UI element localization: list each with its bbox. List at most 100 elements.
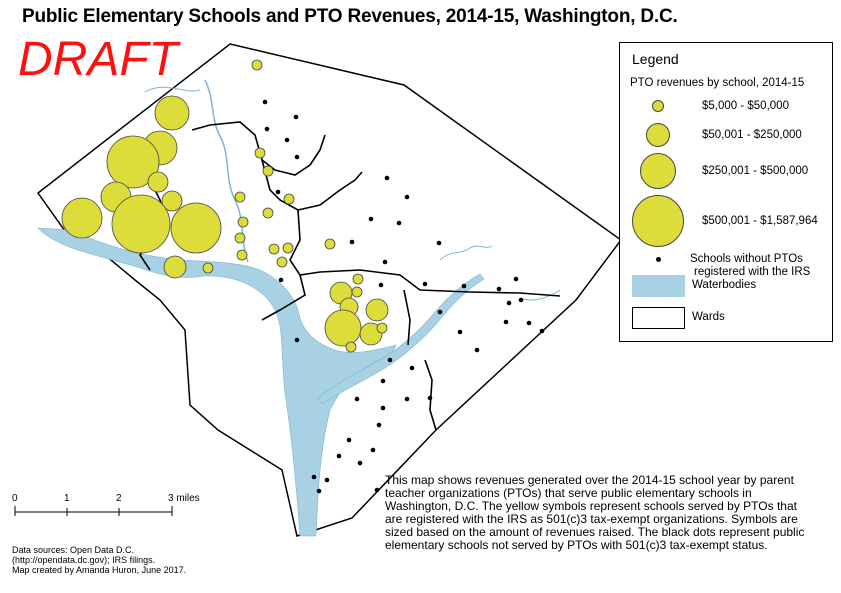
no-pto-school <box>496 286 502 292</box>
pto-school <box>163 255 187 279</box>
no-pto-school <box>404 194 410 200</box>
pto-school <box>359 322 383 346</box>
pto-school <box>251 59 263 71</box>
scale-label-2: 2 <box>116 493 122 504</box>
pto-school <box>161 190 183 212</box>
legend-water-label: Waterbodies <box>692 279 757 291</box>
no-pto-school <box>346 437 352 443</box>
no-pto-school <box>404 396 410 402</box>
pto-school <box>283 193 295 205</box>
pto-school <box>268 243 280 255</box>
pto-school <box>170 202 222 254</box>
legend-title: Legend <box>632 51 679 67</box>
scale-label-1: 1 <box>64 493 70 504</box>
no-pto-school <box>368 216 374 222</box>
pto-school <box>276 256 288 268</box>
pto-school <box>351 286 363 298</box>
legend-symbol-medium <box>646 123 670 147</box>
no-pto-school <box>357 460 363 466</box>
legend-no-pto-label-2: registered with the IRS <box>694 266 811 278</box>
no-pto-school <box>380 405 386 411</box>
draft-stamp: DRAFT <box>18 33 178 86</box>
no-pto-school <box>513 276 519 282</box>
no-pto-school <box>503 319 509 325</box>
legend-no-pto-dot <box>656 257 661 262</box>
legend: Legend PTO revenues by school, 2014-15 $… <box>619 42 833 342</box>
data-sources: Data sources: Open Data D.C. (http://ope… <box>12 545 186 575</box>
pto-school <box>262 165 274 177</box>
pto-school <box>376 322 388 334</box>
no-pto-school <box>324 477 330 483</box>
no-pto-school <box>293 114 299 120</box>
no-pto-school <box>275 189 281 195</box>
no-pto-school <box>378 282 384 288</box>
no-pto-school <box>336 453 342 459</box>
pto-school <box>202 262 214 274</box>
no-pto-school <box>284 137 290 143</box>
no-pto-school <box>396 220 402 226</box>
pto-school <box>147 171 169 193</box>
no-pto-school <box>262 99 268 105</box>
no-pto-school <box>370 447 376 453</box>
no-pto-school <box>278 277 284 283</box>
legend-class-3: $250,001 - $500,000 <box>702 165 809 177</box>
no-pto-school <box>437 309 443 315</box>
no-pto-school <box>526 320 532 326</box>
no-pto-school <box>376 422 382 428</box>
pto-symbols <box>61 59 389 353</box>
sources-line-1: Data sources: Open Data D.C. <box>12 545 135 555</box>
pto-school <box>237 216 249 228</box>
legend-symbol-large <box>640 153 676 189</box>
no-pto-school <box>387 357 393 363</box>
rock-creek <box>204 79 249 263</box>
no-pto-dots <box>262 99 545 494</box>
no-pto-school <box>380 378 386 384</box>
no-pto-school <box>422 281 428 287</box>
pto-school <box>365 298 389 322</box>
no-pto-school <box>311 474 317 480</box>
no-pto-school <box>374 487 380 493</box>
no-pto-school <box>382 259 388 265</box>
stream <box>144 86 201 93</box>
no-pto-school <box>518 297 524 303</box>
pto-school <box>234 232 246 244</box>
map-description: This map shows revenues generated over t… <box>385 473 805 552</box>
legend-symbol-small <box>652 100 664 112</box>
legend-class-4: $500,001 - $1,587,964 <box>702 215 818 227</box>
pto-school <box>234 191 246 203</box>
pto-school <box>106 135 160 189</box>
dc-boundary <box>36 43 623 537</box>
no-pto-school <box>474 347 480 353</box>
pto-school <box>324 309 362 347</box>
sources-line-2: (http://opendata.dc.gov); IRS filings. <box>12 555 156 565</box>
no-pto-school <box>264 126 270 132</box>
pto-school <box>254 147 266 159</box>
scale-bar: 0 1 2 3 miles <box>12 493 200 516</box>
potomac-river <box>37 227 397 537</box>
anacostia-river <box>317 273 485 405</box>
legend-symbol-xlarge <box>632 195 684 247</box>
legend-class-2: $50,001 - $250,000 <box>702 129 802 141</box>
no-pto-school <box>354 396 360 402</box>
scale-label-0: 0 <box>12 493 18 504</box>
legend-water-swatch <box>632 275 685 297</box>
legend-ward-swatch <box>632 307 685 329</box>
stream <box>439 245 493 261</box>
no-pto-school <box>427 395 433 401</box>
no-pto-school <box>436 240 442 246</box>
legend-ward-label: Wards <box>692 311 725 323</box>
no-pto-school <box>294 154 300 160</box>
pto-school <box>262 207 274 219</box>
no-pto-school <box>409 365 415 371</box>
no-pto-school <box>457 329 463 335</box>
pto-school <box>345 341 357 353</box>
no-pto-school <box>539 328 545 334</box>
pto-school <box>61 197 103 239</box>
legend-no-pto-label-1: Schools without PTOs <box>690 253 803 265</box>
no-pto-school <box>349 239 355 245</box>
scale-label-3: 3 miles <box>168 493 200 504</box>
map-title: Public Elementary Schools and PTO Revenu… <box>22 6 678 27</box>
pto-school <box>154 95 190 131</box>
pto-school <box>282 242 294 254</box>
